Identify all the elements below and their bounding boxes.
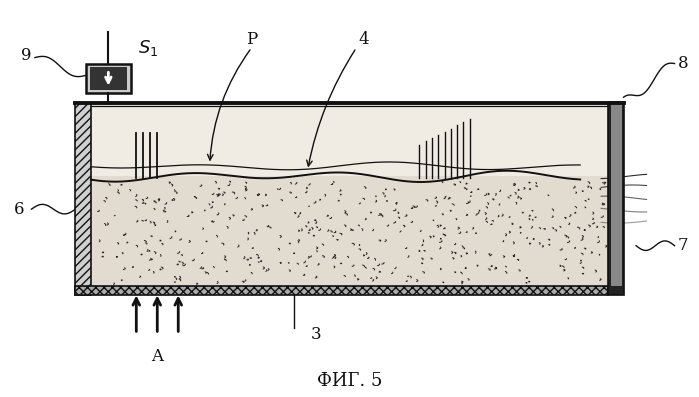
Text: 8: 8 xyxy=(678,55,689,72)
Text: 7: 7 xyxy=(678,237,689,254)
Text: $S_1$: $S_1$ xyxy=(138,38,159,58)
Bar xyxy=(611,103,622,286)
Text: 3: 3 xyxy=(311,326,322,343)
Bar xyxy=(608,102,624,295)
Text: A: A xyxy=(151,348,164,364)
Text: 6: 6 xyxy=(14,200,24,218)
Text: ФИГ. 5: ФИГ. 5 xyxy=(317,372,382,390)
Text: 4: 4 xyxy=(358,31,369,48)
Text: P: P xyxy=(246,31,257,48)
Bar xyxy=(91,176,608,286)
Bar xyxy=(75,103,91,295)
Bar xyxy=(85,64,131,93)
Bar xyxy=(75,286,608,295)
Bar xyxy=(89,67,127,90)
Text: 9: 9 xyxy=(21,47,31,64)
Bar xyxy=(91,103,608,176)
